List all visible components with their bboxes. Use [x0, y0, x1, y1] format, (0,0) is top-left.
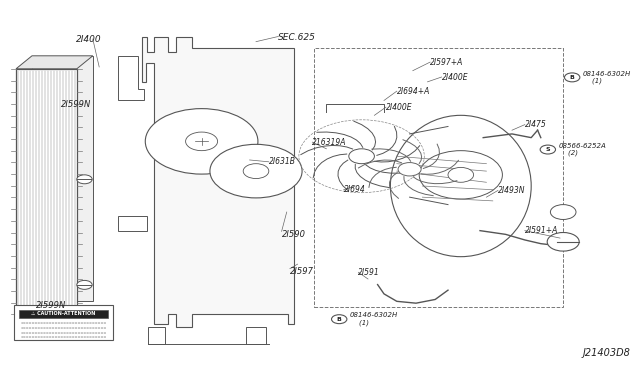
- Bar: [14, 305, 113, 340]
- Text: SEC.625: SEC.625: [278, 33, 316, 42]
- Text: 2I597+A: 2I597+A: [430, 58, 463, 67]
- Text: 2I475: 2I475: [525, 120, 547, 129]
- Text: 08566-6252A
    (2): 08566-6252A (2): [559, 143, 607, 156]
- Text: 2I493N: 2I493N: [498, 186, 525, 195]
- Circle shape: [145, 109, 258, 174]
- Polygon shape: [32, 56, 93, 301]
- Circle shape: [349, 149, 374, 164]
- Polygon shape: [118, 216, 147, 231]
- Circle shape: [77, 175, 92, 184]
- Text: 2I597: 2I597: [290, 267, 314, 276]
- Text: 2I400E: 2I400E: [386, 103, 413, 112]
- Circle shape: [564, 73, 580, 82]
- Polygon shape: [142, 37, 294, 327]
- Bar: [16, 69, 77, 314]
- Text: 2I591: 2I591: [358, 268, 380, 277]
- Text: 2I400E: 2I400E: [442, 73, 468, 81]
- Text: 2I590: 2I590: [282, 230, 306, 239]
- Circle shape: [540, 145, 556, 154]
- Polygon shape: [246, 327, 266, 344]
- Text: 2I591+A: 2I591+A: [525, 226, 558, 235]
- Circle shape: [186, 132, 218, 151]
- Text: B: B: [570, 75, 575, 80]
- Polygon shape: [148, 327, 165, 344]
- Polygon shape: [118, 56, 144, 100]
- Text: ⚠ CAUTION-ATTENTION: ⚠ CAUTION-ATTENTION: [31, 311, 95, 316]
- Circle shape: [547, 232, 579, 251]
- Circle shape: [550, 205, 576, 219]
- Ellipse shape: [390, 115, 531, 257]
- Text: J21403D8: J21403D8: [582, 348, 630, 358]
- Text: S: S: [545, 147, 550, 152]
- Text: ==============================: ==============================: [20, 336, 106, 340]
- Bar: [314, 48, 563, 307]
- Text: 08146-6302H
    (1): 08146-6302H (1): [583, 71, 631, 84]
- Text: 216319A: 216319A: [312, 138, 347, 147]
- Polygon shape: [16, 56, 93, 69]
- Text: 2I599N: 2I599N: [61, 100, 91, 109]
- Text: 2I400: 2I400: [76, 35, 101, 44]
- Circle shape: [419, 151, 502, 199]
- Bar: [19, 310, 108, 318]
- Text: ==============================: ==============================: [20, 326, 106, 330]
- Text: 2I694: 2I694: [344, 185, 365, 194]
- Text: 08146-6302H
    (1): 08146-6302H (1): [350, 312, 398, 326]
- Text: ==============================: ==============================: [20, 331, 106, 335]
- Text: 2I694+A: 2I694+A: [397, 87, 430, 96]
- Text: ==============================: ==============================: [20, 322, 106, 326]
- Circle shape: [332, 315, 347, 324]
- Text: 2I599N: 2I599N: [36, 301, 67, 310]
- Circle shape: [77, 280, 92, 289]
- Text: 2I631B: 2I631B: [269, 157, 296, 166]
- Circle shape: [398, 163, 421, 176]
- Text: B: B: [337, 317, 342, 322]
- Circle shape: [243, 164, 269, 179]
- Circle shape: [210, 144, 302, 198]
- Circle shape: [448, 167, 474, 182]
